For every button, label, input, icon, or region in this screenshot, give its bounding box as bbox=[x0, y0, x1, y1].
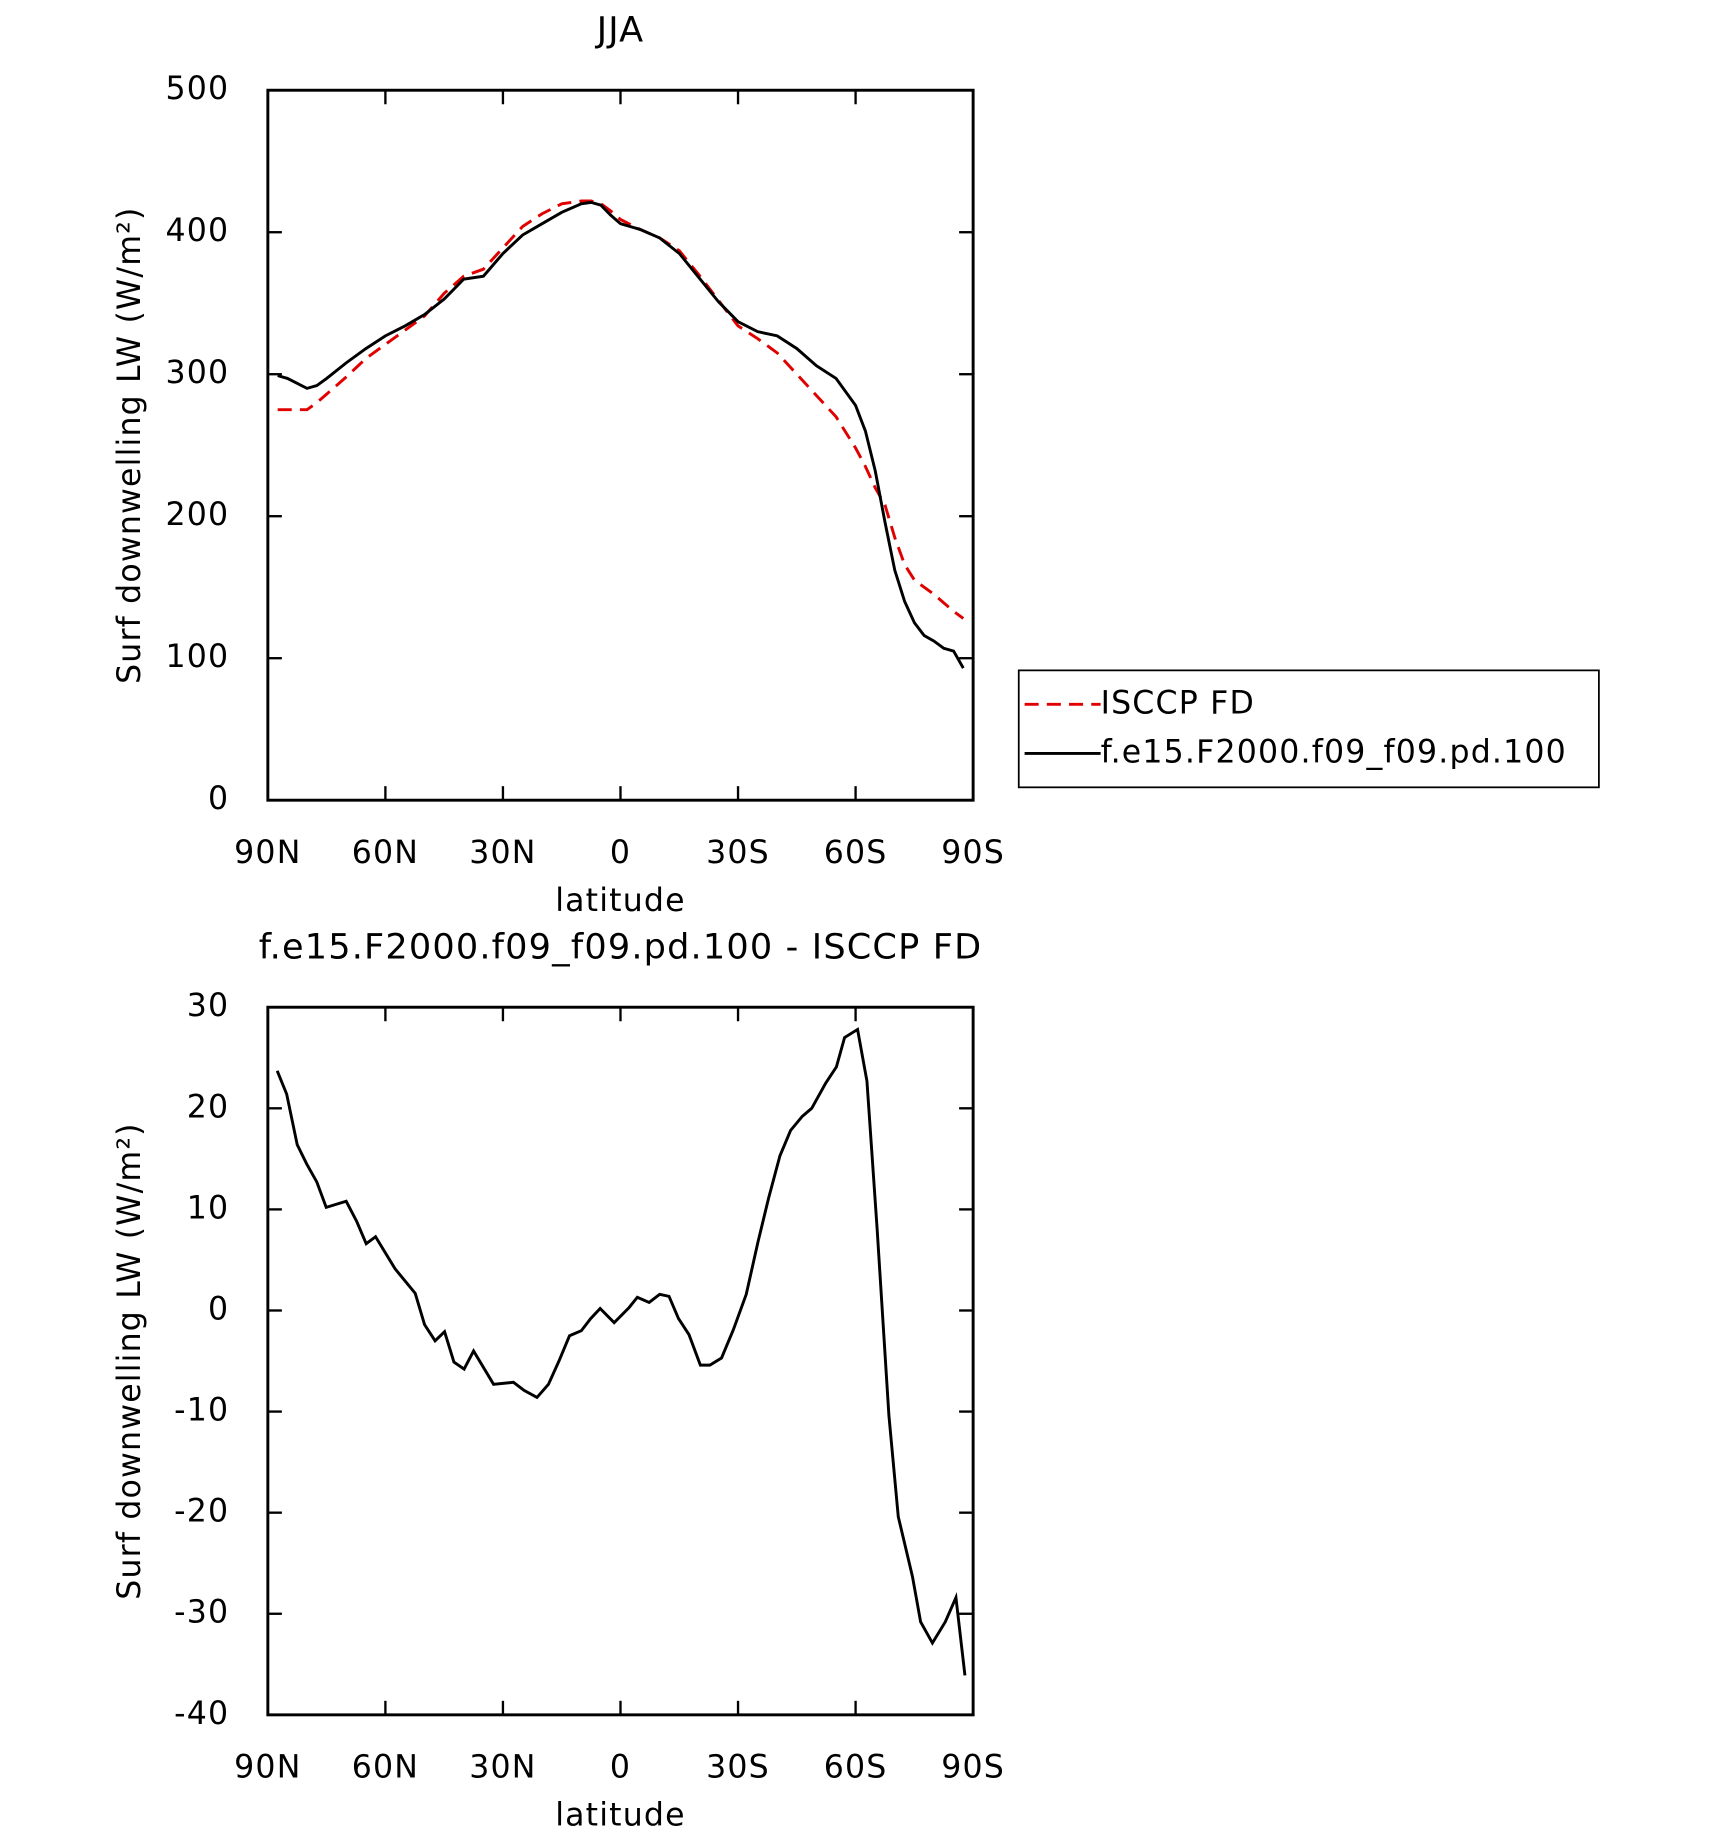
x-tick-label: 30N bbox=[469, 835, 536, 871]
x-tick-label: 90S bbox=[941, 1750, 1005, 1786]
chart-title: f.e15.F2000.f09_f09.pd.100 - ISCCP FD bbox=[259, 927, 983, 968]
y-tick-label: 30 bbox=[187, 988, 230, 1024]
x-tick-label: 30S bbox=[706, 835, 770, 871]
y-tick-label: -30 bbox=[174, 1595, 229, 1631]
x-axis-title: latitude bbox=[555, 1798, 686, 1834]
y-tick-label: 0 bbox=[208, 1291, 229, 1327]
legend-label: f.e15.F2000.f09_f09.pd.100 bbox=[1101, 734, 1567, 770]
y-axis-title: Surf downwelling LW (W/m²) bbox=[112, 207, 148, 684]
x-tick-label: 0 bbox=[610, 1750, 631, 1786]
x-tick-label: 0 bbox=[610, 835, 631, 871]
y-tick-label: -20 bbox=[174, 1494, 229, 1530]
data-line bbox=[277, 199, 965, 620]
x-tick-label: 90S bbox=[941, 835, 1005, 871]
y-tick-label: 10 bbox=[187, 1190, 230, 1226]
x-tick-label: 60N bbox=[352, 835, 419, 871]
data-line bbox=[277, 200, 965, 669]
y-tick-label: -40 bbox=[174, 1696, 229, 1732]
x-tick-label: 60S bbox=[824, 835, 888, 871]
plot-frame bbox=[266, 1005, 975, 1717]
x-tick-label: 30N bbox=[469, 1750, 536, 1786]
chart-title: JJA bbox=[595, 10, 645, 51]
y-tick-label: 300 bbox=[165, 355, 229, 391]
y-tick-label: 200 bbox=[165, 497, 229, 533]
y-axis-title: Surf downwelling LW (W/m²) bbox=[112, 1122, 148, 1599]
y-tick-label: 500 bbox=[165, 71, 229, 107]
y-tick-label: -10 bbox=[174, 1393, 229, 1429]
y-tick-label: 20 bbox=[187, 1089, 230, 1125]
x-tick-label: 60N bbox=[352, 1750, 419, 1786]
y-tick-label: 0 bbox=[208, 781, 229, 817]
data-line bbox=[275, 1027, 967, 1676]
plot-frame bbox=[266, 88, 975, 802]
x-tick-label: 90N bbox=[234, 835, 301, 871]
y-tick-label: 400 bbox=[165, 213, 229, 249]
legend-box bbox=[1017, 669, 1600, 789]
x-tick-label: 30S bbox=[706, 1750, 770, 1786]
x-axis-title: latitude bbox=[555, 883, 686, 919]
x-tick-label: 60S bbox=[824, 1750, 888, 1786]
legend-label: ISCCP FD bbox=[1101, 685, 1255, 721]
y-tick-label: 100 bbox=[165, 639, 229, 675]
x-tick-label: 90N bbox=[234, 1750, 301, 1786]
